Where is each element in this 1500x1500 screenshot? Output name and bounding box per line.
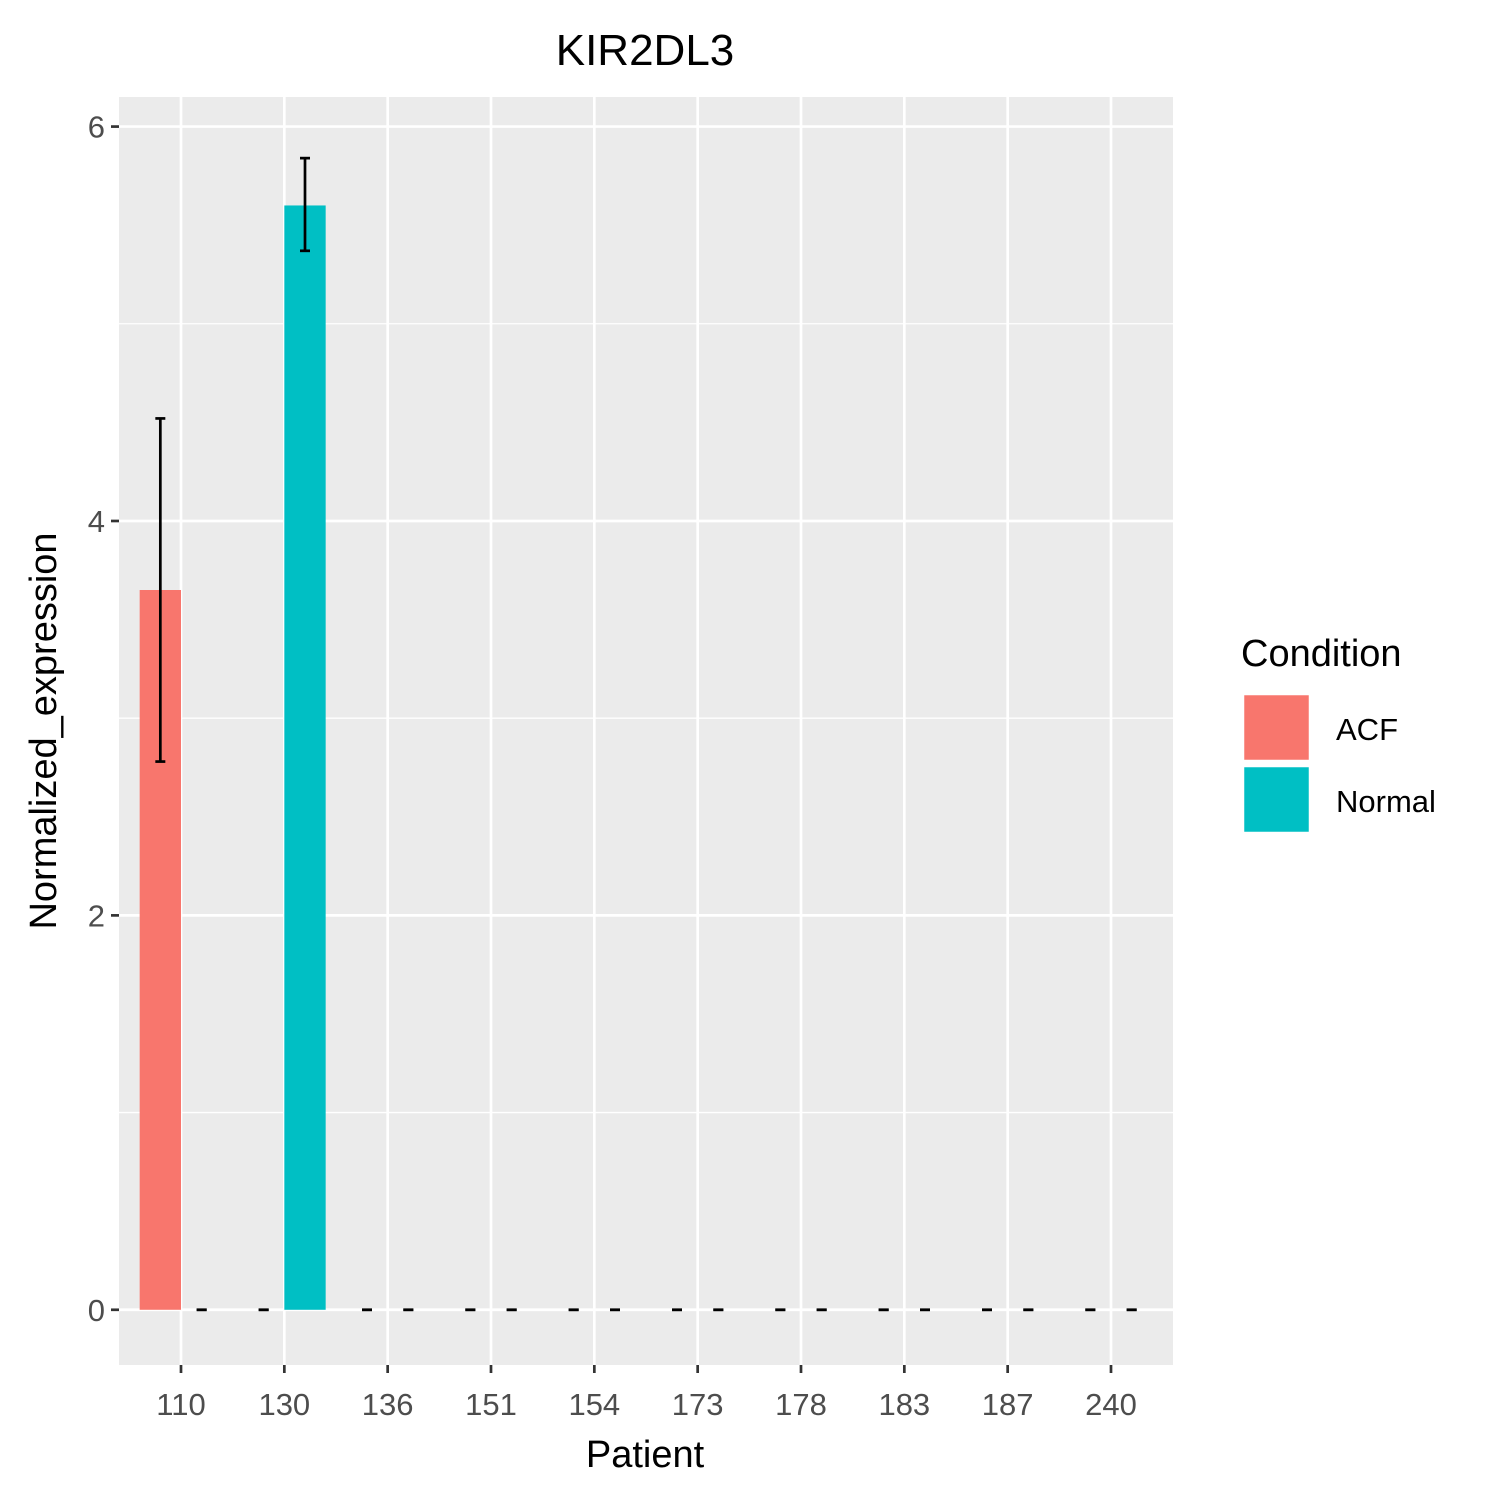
- y-tick-label: 0: [88, 1293, 105, 1328]
- legend: Condition ACF Normal: [1241, 633, 1436, 835]
- x-tick-label: 151: [465, 1387, 517, 1422]
- chart-title: KIR2DL3: [556, 26, 735, 75]
- y-tick-label: 6: [88, 110, 105, 145]
- x-tick-label: 110: [156, 1387, 205, 1422]
- legend-label-normal: Normal: [1336, 784, 1436, 819]
- y-tick-label: 2: [88, 898, 105, 933]
- x-tick-label: 136: [362, 1387, 414, 1422]
- x-tick-label: 240: [1085, 1387, 1137, 1422]
- legend-title: Condition: [1241, 633, 1402, 675]
- bars: [139, 205, 326, 1310]
- x-tick-label: 183: [878, 1387, 930, 1422]
- legend-key-normal: [1241, 764, 1312, 835]
- plot-panel: [119, 97, 1173, 1365]
- legend-label-acf: ACF: [1336, 712, 1398, 747]
- legend-key-acf: [1241, 692, 1312, 763]
- y-tick-label: 4: [88, 504, 105, 539]
- y-axis-label: Normalized_expression: [23, 532, 65, 929]
- x-tick-label: 130: [258, 1387, 310, 1422]
- x-tick-label: 154: [568, 1387, 620, 1422]
- x-axis: 110 130 136 151 154 173 178 183 187 240: [156, 1365, 1137, 1422]
- bar-normal-130: [284, 205, 326, 1310]
- y-axis: 0 2 4 6: [88, 110, 119, 1328]
- error-bars: [155, 156, 1137, 1312]
- x-tick-label: 173: [672, 1387, 724, 1422]
- x-axis-label: Patient: [586, 1434, 705, 1476]
- x-tick-label: 178: [775, 1387, 827, 1422]
- x-tick-label: 187: [982, 1387, 1034, 1422]
